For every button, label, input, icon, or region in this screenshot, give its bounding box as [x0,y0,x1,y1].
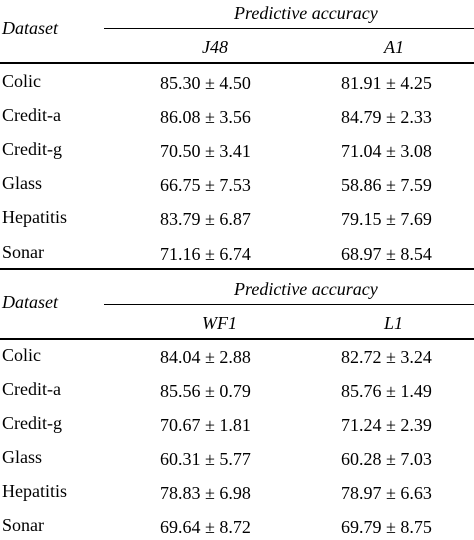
accuracy-value: 84.04 ± 2.88 [160,347,251,367]
header-rule [0,62,474,64]
column-header-a1: A1 [384,37,404,57]
accuracy-value: 60.31 ± 5.77 [160,449,251,469]
group-header-rule [104,304,474,305]
predictive-accuracy-header: Predictive accuracy [234,3,378,23]
accuracy-value: 85.30 ± 4.50 [160,73,251,93]
column-header-l1: L1 [384,313,404,333]
accuracy-value: 69.79 ± 8.75 [341,517,432,537]
dataset-name: Sonar [2,242,44,262]
results-table-bottom: Dataset Predictive accuracy WF1 L1 Colic… [0,270,474,540]
accuracy-value: 71.24 ± 2.39 [341,415,432,435]
dataset-name: Credit-a [2,105,61,125]
column-header-j48: J48 [202,37,228,57]
accuracy-value: 81.91 ± 4.25 [341,73,432,93]
accuracy-value: 79.15 ± 7.69 [341,209,432,229]
predictive-accuracy-header: Predictive accuracy [234,279,378,299]
dataset-name: Colic [2,345,41,365]
table-separator-rule [0,268,474,270]
accuracy-value: 84.79 ± 2.33 [341,107,432,127]
dataset-header: Dataset [2,18,58,38]
accuracy-value: 70.67 ± 1.81 [160,415,251,435]
dataset-name: Credit-a [2,379,61,399]
dataset-name: Hepatitis [2,481,67,501]
accuracy-value: 71.16 ± 6.74 [160,244,251,264]
accuracy-value: 70.50 ± 3.41 [160,141,251,161]
accuracy-value: 85.76 ± 1.49 [341,381,432,401]
accuracy-value: 86.08 ± 3.56 [160,107,251,127]
accuracy-value: 71.04 ± 3.08 [341,141,432,161]
dataset-name: Credit-g [2,139,62,159]
dataset-name: Glass [2,173,42,193]
accuracy-value: 78.83 ± 6.98 [160,483,251,503]
dataset-name: Glass [2,447,42,467]
group-header-rule [104,28,474,29]
accuracy-value: 60.28 ± 7.03 [341,449,432,469]
dataset-header: Dataset [2,292,58,312]
results-table-top: Dataset Predictive accuracy J48 A1 Colic… [0,0,474,268]
accuracy-value: 82.72 ± 3.24 [341,347,432,367]
accuracy-value: 85.56 ± 0.79 [160,381,251,401]
accuracy-value: 78.97 ± 6.63 [341,483,432,503]
dataset-name: Hepatitis [2,207,67,227]
header-rule [0,338,474,340]
dataset-name: Colic [2,71,41,91]
accuracy-value: 58.86 ± 7.59 [341,175,432,195]
accuracy-value: 69.64 ± 8.72 [160,517,251,537]
accuracy-value: 83.79 ± 6.87 [160,209,251,229]
dataset-name: Credit-g [2,413,62,433]
dataset-name: Sonar [2,515,44,535]
accuracy-value: 68.97 ± 8.54 [341,244,432,264]
accuracy-value: 66.75 ± 7.53 [160,175,251,195]
column-header-wf1: WF1 [202,313,237,333]
